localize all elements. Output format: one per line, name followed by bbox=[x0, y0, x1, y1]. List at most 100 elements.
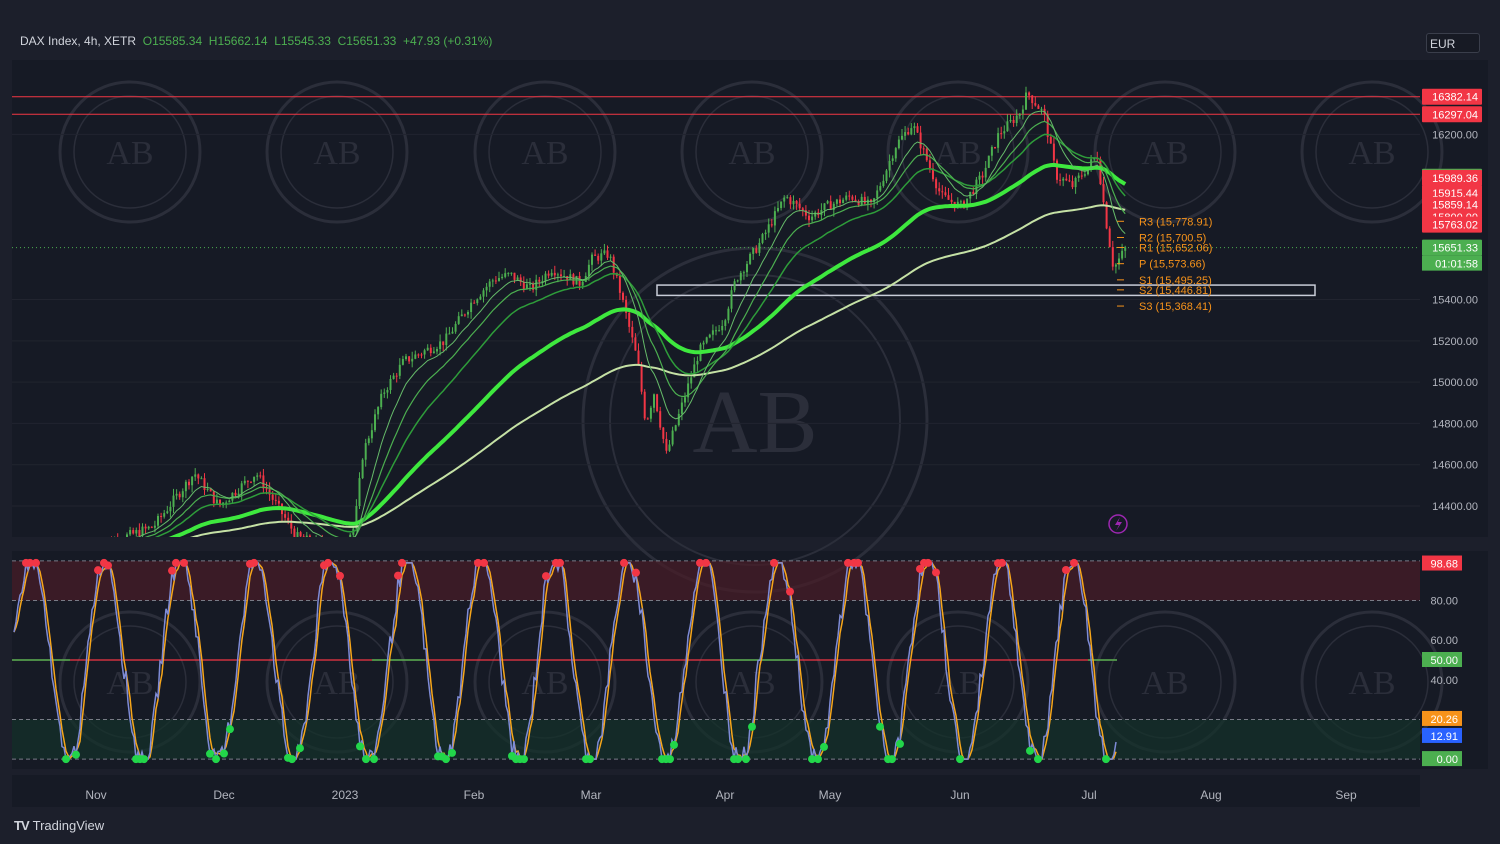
price-tag[interactable]: 15763.02 bbox=[1422, 216, 1482, 233]
candle bbox=[665, 432, 668, 454]
buy-signal-dot bbox=[748, 722, 756, 731]
candle bbox=[637, 343, 640, 366]
low-value: L15545.33 bbox=[274, 34, 331, 48]
candle bbox=[733, 278, 736, 293]
candle bbox=[553, 265, 556, 280]
sell-signal-dot bbox=[620, 558, 628, 567]
support-zone-box[interactable] bbox=[656, 284, 1316, 297]
pivot-label[interactable]: S3 (15,368.41) bbox=[1139, 301, 1212, 313]
svg-text:AB: AB bbox=[521, 135, 568, 172]
sell-signal-dot bbox=[104, 561, 112, 570]
candle bbox=[730, 286, 733, 313]
candle bbox=[764, 229, 767, 240]
stoch-level-tag[interactable]: 98.68 bbox=[1422, 555, 1462, 571]
candle bbox=[997, 127, 1000, 153]
candle bbox=[157, 513, 159, 529]
candle bbox=[814, 210, 817, 220]
price-tag[interactable]: 15651.33 bbox=[1422, 239, 1482, 256]
stoch-level-tag[interactable]: 50.00 bbox=[1422, 652, 1462, 667]
watermark-icon: AB bbox=[680, 80, 824, 224]
sell-signal-dot bbox=[324, 558, 332, 567]
watermark-icon: AB bbox=[265, 80, 409, 224]
candle bbox=[603, 243, 606, 256]
tradingview-logo[interactable]: TV TradingView bbox=[14, 818, 104, 833]
sell-signal-dot bbox=[168, 566, 176, 575]
stoch-level-tag[interactable]: 0.00 bbox=[1422, 751, 1462, 767]
candle bbox=[625, 295, 628, 319]
x-axis: Nov Dec 2023 Feb Mar Apr May Jun Jul Aug Sep bbox=[85, 788, 1357, 802]
candle bbox=[1034, 96, 1037, 107]
candle bbox=[848, 190, 851, 201]
svg-text:AB: AB bbox=[934, 665, 981, 702]
buy-signal-dot bbox=[362, 755, 370, 764]
candle bbox=[191, 476, 194, 493]
pivot-label[interactable]: R1 (15,652.06) bbox=[1139, 242, 1212, 254]
candle bbox=[498, 271, 500, 282]
sell-signal-dot bbox=[1070, 558, 1078, 567]
price-pane[interactable] bbox=[12, 60, 1420, 537]
pivot-label[interactable]: R2 (15,700.5) bbox=[1139, 232, 1206, 244]
pivot-label[interactable]: R3 (15,778.91) bbox=[1139, 216, 1212, 228]
svg-text:20.26: 20.26 bbox=[1430, 714, 1458, 726]
svg-text:AB: AB bbox=[728, 135, 775, 172]
buy-signal-dot bbox=[814, 755, 822, 764]
candle bbox=[535, 274, 538, 297]
candle bbox=[773, 206, 776, 233]
ema-10-line bbox=[135, 110, 1126, 537]
candle bbox=[947, 188, 950, 200]
candle bbox=[606, 245, 609, 260]
sell-signal-dot bbox=[854, 558, 862, 567]
candle bbox=[138, 523, 141, 537]
candle bbox=[798, 197, 801, 212]
price-tag[interactable]: 16297.04 bbox=[1422, 106, 1482, 123]
close-value: C15651.33 bbox=[337, 34, 397, 48]
pivot-label[interactable]: S1 (15,495.25) bbox=[1139, 275, 1212, 287]
pivot-label[interactable]: P (15,573.66) bbox=[1139, 259, 1205, 271]
candle bbox=[293, 525, 296, 537]
stoch-level-tag[interactable]: 20.26 bbox=[1422, 710, 1462, 726]
candle bbox=[885, 169, 888, 184]
price-tag[interactable]: 16382.14 bbox=[1422, 88, 1482, 105]
x-tick-label: Mar bbox=[581, 788, 602, 802]
pivot-label[interactable]: S2 (15,446.81) bbox=[1139, 285, 1212, 297]
stoch-level-tag[interactable]: 12.91 bbox=[1422, 727, 1462, 743]
price-tick-label: 14800.00 bbox=[1432, 418, 1478, 430]
ema-long-line bbox=[189, 204, 1126, 537]
symbol-title[interactable]: DAX Index, 4h, XETR bbox=[20, 34, 137, 48]
price-scale[interactable] bbox=[1420, 60, 1488, 537]
buy-signal-dot bbox=[820, 742, 828, 751]
buy-signal-dot bbox=[1102, 755, 1110, 764]
candle bbox=[451, 327, 454, 334]
alert-icon[interactable] bbox=[1108, 514, 1128, 534]
candle bbox=[752, 247, 755, 260]
price-tick-label: 15000.00 bbox=[1432, 377, 1478, 389]
candle bbox=[1059, 173, 1062, 186]
candle bbox=[175, 489, 178, 500]
high-value: H15662.14 bbox=[208, 34, 268, 48]
svg-text:0.00: 0.00 bbox=[1437, 754, 1458, 766]
price-tag[interactable]: 15989.36 bbox=[1422, 169, 1482, 186]
candle bbox=[538, 276, 541, 288]
buy-signal-dot bbox=[670, 740, 678, 749]
time-axis[interactable] bbox=[12, 775, 1420, 807]
candle bbox=[448, 326, 451, 335]
svg-text:15651.33: 15651.33 bbox=[1432, 243, 1478, 255]
candle bbox=[364, 438, 367, 467]
sell-signal-dot bbox=[474, 558, 482, 567]
buy-signal-dot bbox=[206, 749, 214, 758]
candle bbox=[783, 195, 786, 208]
buy-signal-dot bbox=[1034, 755, 1042, 764]
candle bbox=[358, 472, 361, 509]
price-tag[interactable]: 15859.14 bbox=[1422, 196, 1482, 213]
svg-text:AB: AB bbox=[521, 665, 568, 702]
svg-text:AB: AB bbox=[692, 373, 817, 472]
candle bbox=[491, 278, 494, 288]
candle bbox=[299, 530, 302, 537]
candle bbox=[711, 324, 714, 341]
currency-label[interactable]: EUR bbox=[1426, 33, 1480, 53]
pivot-levels: R3 (15,778.91) R2 (15,700.5)R1 (15,652.06… bbox=[1117, 216, 1212, 313]
y-axis: 16200.00 15400.00 15200.00 15000.00 14800.00… bbox=[1422, 88, 1482, 767]
candle bbox=[1118, 252, 1120, 270]
candle bbox=[640, 361, 643, 395]
